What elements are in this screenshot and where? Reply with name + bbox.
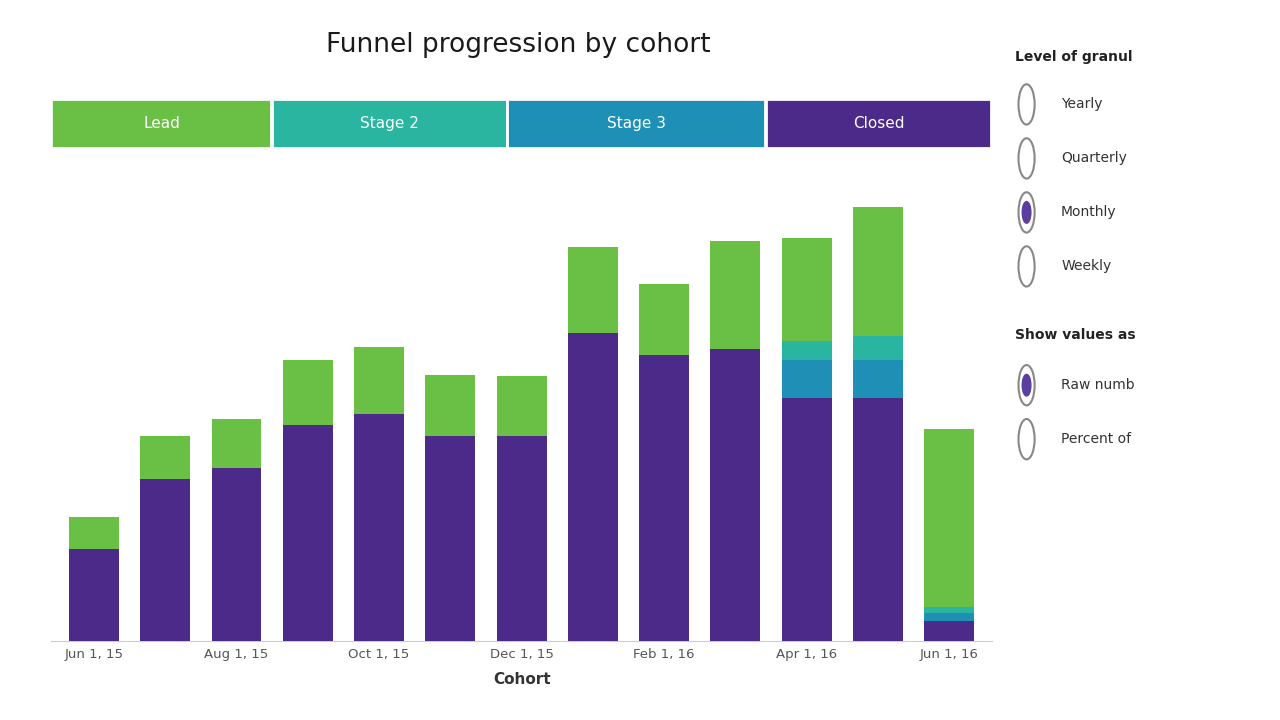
Circle shape <box>1023 374 1030 396</box>
Bar <box>69 549 119 641</box>
Bar <box>924 613 974 621</box>
Bar <box>782 341 832 360</box>
Bar <box>852 207 902 336</box>
Bar <box>568 333 618 641</box>
Bar <box>639 354 689 641</box>
Text: Stage 3: Stage 3 <box>607 116 667 130</box>
Text: Yearly: Yearly <box>1061 97 1102 112</box>
Bar <box>141 479 191 641</box>
Bar <box>497 436 547 641</box>
X-axis label: Cohort: Cohort <box>493 672 550 687</box>
Text: Show values as: Show values as <box>1015 328 1135 341</box>
Bar <box>852 397 902 641</box>
Text: Weekly: Weekly <box>1061 259 1111 274</box>
Bar <box>355 414 404 641</box>
Bar <box>273 99 507 148</box>
Bar <box>782 397 832 641</box>
Bar <box>782 238 832 341</box>
Text: Percent of: Percent of <box>1061 432 1132 446</box>
Bar <box>924 607 974 613</box>
Text: Monthly: Monthly <box>1061 205 1116 220</box>
Bar <box>283 360 333 425</box>
Text: Level of granul: Level of granul <box>1015 50 1133 64</box>
Text: Raw numb: Raw numb <box>1061 378 1135 392</box>
Bar <box>425 436 475 641</box>
Circle shape <box>1023 202 1030 223</box>
Text: Quarterly: Quarterly <box>1061 151 1126 166</box>
Bar <box>425 375 475 436</box>
Bar <box>710 349 760 641</box>
Text: Stage 2: Stage 2 <box>361 116 420 130</box>
Bar <box>507 99 765 148</box>
Bar <box>924 429 974 607</box>
Text: Closed: Closed <box>854 116 905 130</box>
Bar <box>710 241 760 349</box>
Bar <box>924 621 974 641</box>
Text: Funnel progression by cohort: Funnel progression by cohort <box>326 32 710 58</box>
Bar <box>141 436 191 479</box>
Bar <box>852 336 902 360</box>
Bar <box>497 376 547 436</box>
Text: Lead: Lead <box>143 116 180 130</box>
Bar <box>639 284 689 354</box>
Bar <box>852 360 902 397</box>
Bar <box>568 246 618 333</box>
Bar <box>51 99 271 148</box>
Bar <box>782 360 832 397</box>
Bar <box>211 419 261 468</box>
Bar <box>211 468 261 641</box>
Bar <box>283 425 333 641</box>
Bar <box>69 517 119 549</box>
Bar <box>767 99 991 148</box>
Bar <box>355 347 404 414</box>
